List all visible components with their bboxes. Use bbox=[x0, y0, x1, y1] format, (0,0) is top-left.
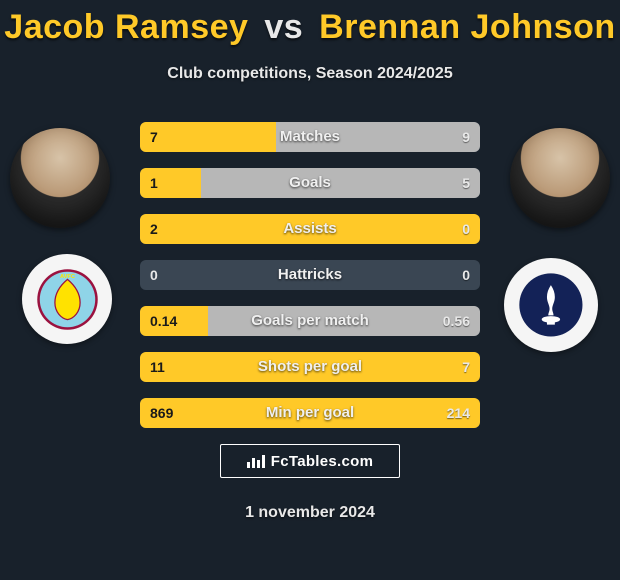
stat-label: Shots per goal bbox=[140, 352, 480, 382]
stat-label: Min per goal bbox=[140, 398, 480, 428]
stats-bars: 79Matches 15Goals 20Assists 00Hattricks 0.14… bbox=[140, 122, 480, 444]
brand-chart-icon bbox=[247, 454, 265, 468]
aston-villa-icon: AVFC bbox=[36, 268, 99, 331]
vs-label: vs bbox=[264, 8, 303, 46]
stat-row: 0.140.56Goals per match bbox=[140, 306, 480, 336]
stat-label: Hattricks bbox=[140, 260, 480, 290]
stat-row: 117Shots per goal bbox=[140, 352, 480, 382]
player1-name: Jacob Ramsey bbox=[4, 8, 248, 46]
stat-label: Assists bbox=[140, 214, 480, 244]
stat-label: Goals per match bbox=[140, 306, 480, 336]
player2-club-badge bbox=[504, 258, 598, 352]
comparison-title: Jacob Ramsey vs Brennan Johnson bbox=[0, 0, 620, 47]
stat-row: 869214Min per goal bbox=[140, 398, 480, 428]
player2-name: Brennan Johnson bbox=[319, 8, 616, 46]
stat-row: 15Goals bbox=[140, 168, 480, 198]
stat-label: Matches bbox=[140, 122, 480, 152]
stat-row: 79Matches bbox=[140, 122, 480, 152]
player1-avatar bbox=[10, 128, 110, 228]
date-label: 1 november 2024 bbox=[0, 504, 620, 522]
svg-text:AVFC: AVFC bbox=[60, 274, 75, 280]
tottenham-icon bbox=[518, 272, 584, 338]
stat-row: 00Hattricks bbox=[140, 260, 480, 290]
stat-row: 20Assists bbox=[140, 214, 480, 244]
brand-badge: FcTables.com bbox=[220, 444, 400, 478]
brand-text: FcTables.com bbox=[271, 453, 374, 470]
stat-label: Goals bbox=[140, 168, 480, 198]
subtitle: Club competitions, Season 2024/2025 bbox=[0, 65, 620, 83]
player2-avatar bbox=[510, 128, 610, 228]
player1-club-badge: AVFC bbox=[22, 254, 112, 344]
